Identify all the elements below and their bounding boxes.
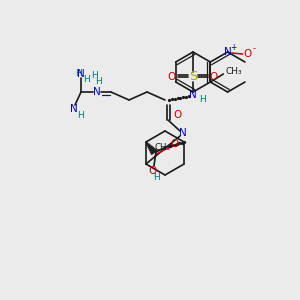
Text: S: S xyxy=(189,70,197,83)
Text: O: O xyxy=(168,72,176,82)
Text: H: H xyxy=(82,74,89,83)
Text: N: N xyxy=(77,69,85,79)
Text: N: N xyxy=(179,128,187,138)
Text: H: H xyxy=(199,95,206,104)
Text: H: H xyxy=(91,71,98,80)
Text: +: + xyxy=(230,43,237,52)
Text: N: N xyxy=(70,104,78,114)
Text: N: N xyxy=(93,87,101,97)
Text: O: O xyxy=(210,72,218,82)
Text: H: H xyxy=(96,77,102,86)
Text: H: H xyxy=(154,173,160,182)
Text: -: - xyxy=(252,44,255,53)
Text: O: O xyxy=(244,49,252,59)
Text: H: H xyxy=(76,112,83,121)
Text: O: O xyxy=(149,166,157,176)
Text: H: H xyxy=(76,70,82,79)
Text: CH₃: CH₃ xyxy=(225,67,242,76)
Text: CH₃: CH₃ xyxy=(154,143,170,152)
Text: O: O xyxy=(171,139,179,149)
Text: N: N xyxy=(224,47,232,57)
Text: O: O xyxy=(173,110,181,119)
Text: N: N xyxy=(189,90,197,100)
